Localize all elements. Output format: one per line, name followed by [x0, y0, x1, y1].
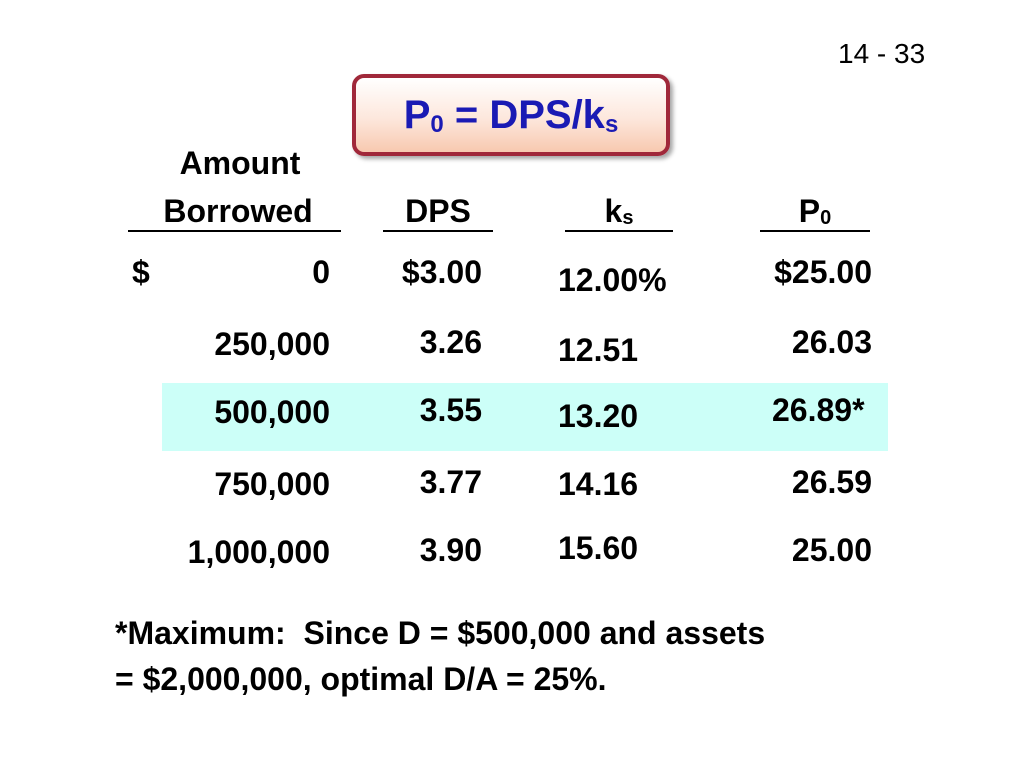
row-5-p0: 25.00	[791, 532, 872, 568]
optimal-row-highlight	[162, 383, 888, 451]
header-amount-line1: Amount	[179, 145, 301, 181]
header-dps-underline	[383, 230, 493, 232]
row-5-dps: 3.90	[419, 532, 482, 568]
header-amount-underline	[128, 230, 341, 232]
footnote: *Maximum: Since D = $500,000 and assets …	[115, 610, 975, 702]
row-4-ks: 14.16	[558, 466, 639, 502]
header-p0-underline	[760, 230, 870, 232]
row-4-amount: 750,000	[214, 466, 330, 502]
row-2-dps: 3.26	[419, 324, 482, 360]
title-text: P0 = DPS/ks	[403, 92, 619, 138]
row-2-ks: 12.51	[558, 332, 639, 368]
header-amount-line2: Borrowed	[163, 193, 313, 229]
slide-number: 14 - 33	[838, 38, 926, 69]
footnote-line-2: = $2,000,000, optimal D/A = 25%.	[115, 661, 607, 697]
row-2-amount: 250,000	[214, 326, 330, 362]
row-3-p0: 26.89*	[772, 392, 865, 428]
row-5-amount: 1,000,000	[187, 534, 330, 570]
row-3-dps: 3.55	[419, 392, 482, 428]
row-1-ks: 12.00%	[558, 262, 667, 298]
header-dps: DPS	[405, 193, 471, 229]
row-5-ks: 15.60	[558, 530, 639, 566]
title-box: P0 = DPS/ks	[352, 74, 670, 156]
row-3-ks: 13.20	[558, 398, 639, 434]
row-1-p0: $25.00	[774, 254, 872, 290]
row-3-amount: 500,000	[214, 394, 330, 430]
row-4-dps: 3.77	[419, 464, 482, 500]
row-2-p0: 26.03	[791, 324, 872, 360]
row-1-dps: $3.00	[401, 254, 482, 290]
footnote-line-1: *Maximum: Since D = $500,000 and assets	[115, 615, 766, 651]
header-p0: P0	[798, 193, 832, 229]
header-ks: ks	[604, 193, 634, 229]
row-1-amount-prefix: $	[132, 254, 150, 290]
header-ks-underline	[565, 230, 673, 232]
row-4-p0: 26.59	[791, 464, 872, 500]
row-1-amount: 0	[312, 254, 330, 290]
